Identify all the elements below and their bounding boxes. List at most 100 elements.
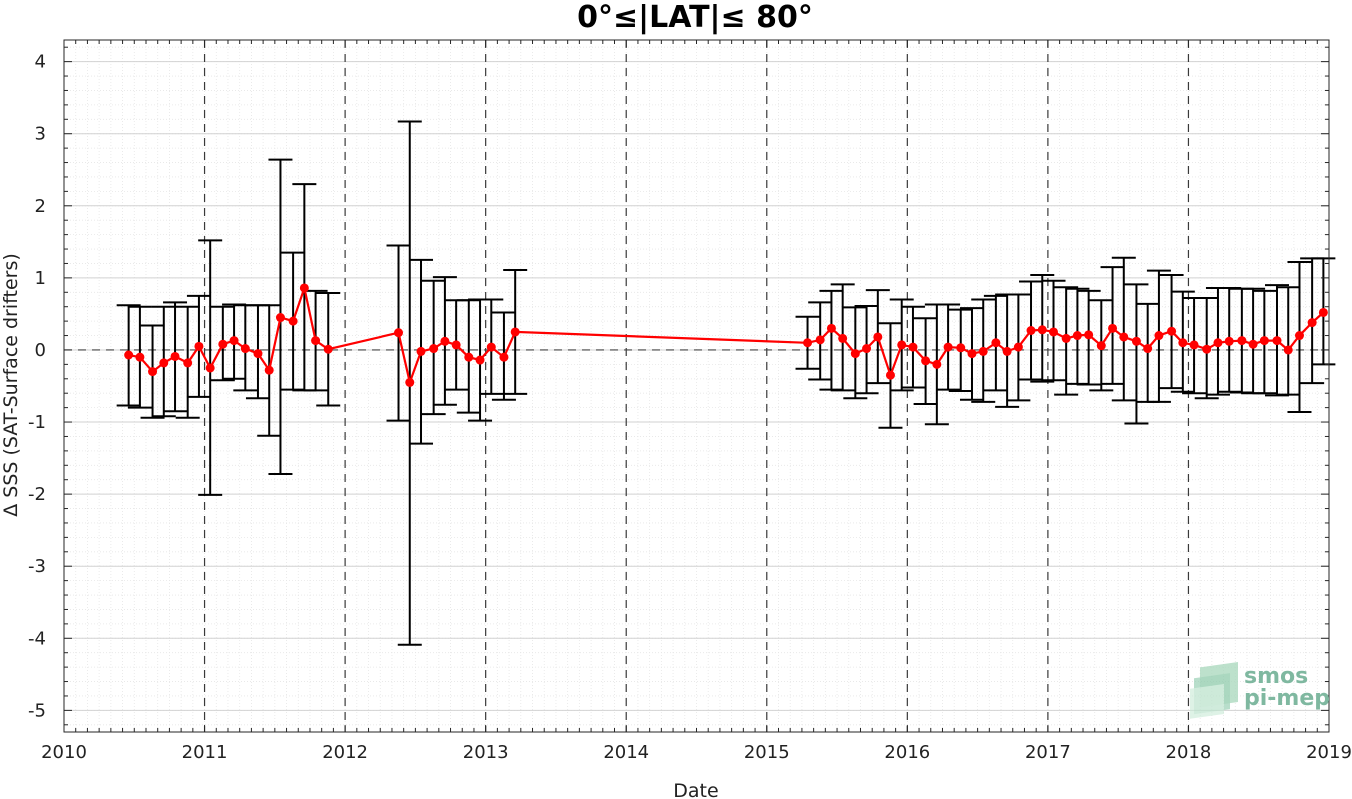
x-tick-label: 2012 — [322, 742, 368, 763]
data-point — [1154, 331, 1164, 341]
data-point — [1259, 336, 1269, 346]
y-tick-label: 1 — [35, 268, 46, 289]
y-tick-label: 0 — [35, 340, 46, 361]
data-point — [194, 341, 204, 351]
data-point — [1213, 338, 1223, 348]
data-point — [1026, 325, 1036, 335]
logo-line1: smos — [1244, 664, 1308, 689]
data-point — [1084, 330, 1094, 340]
data-point — [264, 365, 274, 375]
data-point — [956, 343, 966, 353]
x-tick-label: 2017 — [1025, 742, 1071, 763]
data-point — [416, 346, 426, 356]
data-point — [1178, 338, 1188, 348]
x-tick-label: 2010 — [41, 742, 87, 763]
data-point — [943, 342, 953, 352]
data-point — [1108, 323, 1118, 333]
y-tick-label: -5 — [28, 700, 46, 721]
data-point — [1202, 344, 1212, 354]
y-tick-label: -2 — [28, 484, 46, 505]
data-point — [405, 377, 415, 387]
data-point — [1294, 331, 1304, 341]
data-point — [897, 340, 907, 350]
data-point — [885, 370, 895, 380]
data-point — [1061, 333, 1071, 343]
error-bar — [1111, 256, 1136, 402]
data-point — [323, 344, 333, 354]
x-tick-label: 2016 — [884, 742, 930, 763]
data-point — [486, 342, 496, 352]
data-point — [991, 338, 1001, 348]
logo-line2: pi-mep — [1244, 686, 1330, 711]
data-point — [826, 323, 836, 333]
data-point — [288, 316, 298, 326]
data-point — [1167, 326, 1177, 336]
data-point — [932, 359, 942, 369]
x-tick-labels: 2010 2011 2012 2013 2014 2015 2016 2017 2018 2019 — [41, 742, 1352, 763]
data-point — [135, 352, 145, 362]
data-point — [311, 336, 321, 346]
data-point — [1237, 336, 1247, 346]
data-point — [229, 336, 239, 346]
y-tick-label: 2 — [35, 196, 46, 217]
data-point — [1049, 327, 1059, 337]
x-tick-label: 2015 — [744, 742, 790, 763]
y-tick-label: -4 — [28, 628, 46, 649]
data-point — [850, 349, 860, 359]
data-point — [451, 340, 461, 350]
y-tick-labels: 4 3 2 1 0 -1 -2 -3 -4 -5 — [28, 52, 46, 722]
data-point — [218, 339, 228, 349]
data-point — [1224, 336, 1234, 346]
x-tick-label: 2013 — [463, 742, 509, 763]
y-tick-label: -3 — [28, 556, 46, 577]
data-point — [1283, 345, 1293, 355]
data-point — [429, 344, 439, 354]
error-bar — [1124, 283, 1149, 425]
data-point — [253, 349, 263, 359]
data-point — [1248, 339, 1258, 349]
data-point — [475, 355, 485, 365]
data-point — [815, 335, 825, 345]
data-point — [499, 352, 509, 362]
data-point — [1013, 342, 1023, 352]
data-point — [1131, 336, 1141, 346]
data-point — [440, 336, 450, 346]
data-point — [967, 349, 977, 359]
y-tick-label: 3 — [35, 124, 46, 145]
data-point — [873, 332, 883, 342]
y-tick-label: 4 — [35, 52, 46, 73]
data-point — [275, 313, 285, 323]
data-point — [1072, 331, 1082, 341]
data-points — [124, 283, 1328, 387]
data-point — [1096, 341, 1106, 351]
year-dashed-lines — [203, 40, 1190, 732]
data-point — [1307, 318, 1317, 328]
data-point — [862, 344, 872, 354]
error-bar — [1276, 286, 1301, 396]
data-point — [921, 356, 931, 366]
data-point — [510, 327, 520, 337]
data-point — [978, 346, 988, 356]
y-tick-label: -1 — [28, 412, 46, 433]
data-point — [124, 350, 134, 360]
data-point — [205, 363, 215, 373]
data-point — [148, 367, 158, 377]
x-tick-label: 2014 — [603, 742, 649, 763]
data-point — [1318, 307, 1328, 317]
y-axis-label: Δ SSS (SAT-Surface drifters) — [0, 253, 22, 517]
data-point — [1037, 325, 1047, 335]
data-point — [803, 338, 813, 348]
x-tick-label: 2018 — [1166, 742, 1212, 763]
data-point — [240, 344, 250, 354]
data-point — [1002, 346, 1012, 356]
minor-grid — [63, 40, 1330, 732]
data-point — [159, 358, 169, 368]
data-point — [170, 351, 180, 361]
smos-pimep-logo: smos pi-mep — [1190, 662, 1330, 719]
x-tick-label: 2019 — [1306, 742, 1352, 763]
data-point — [1189, 340, 1199, 350]
data-point — [1272, 336, 1282, 346]
data-point — [838, 333, 848, 343]
data-point — [1143, 344, 1153, 354]
